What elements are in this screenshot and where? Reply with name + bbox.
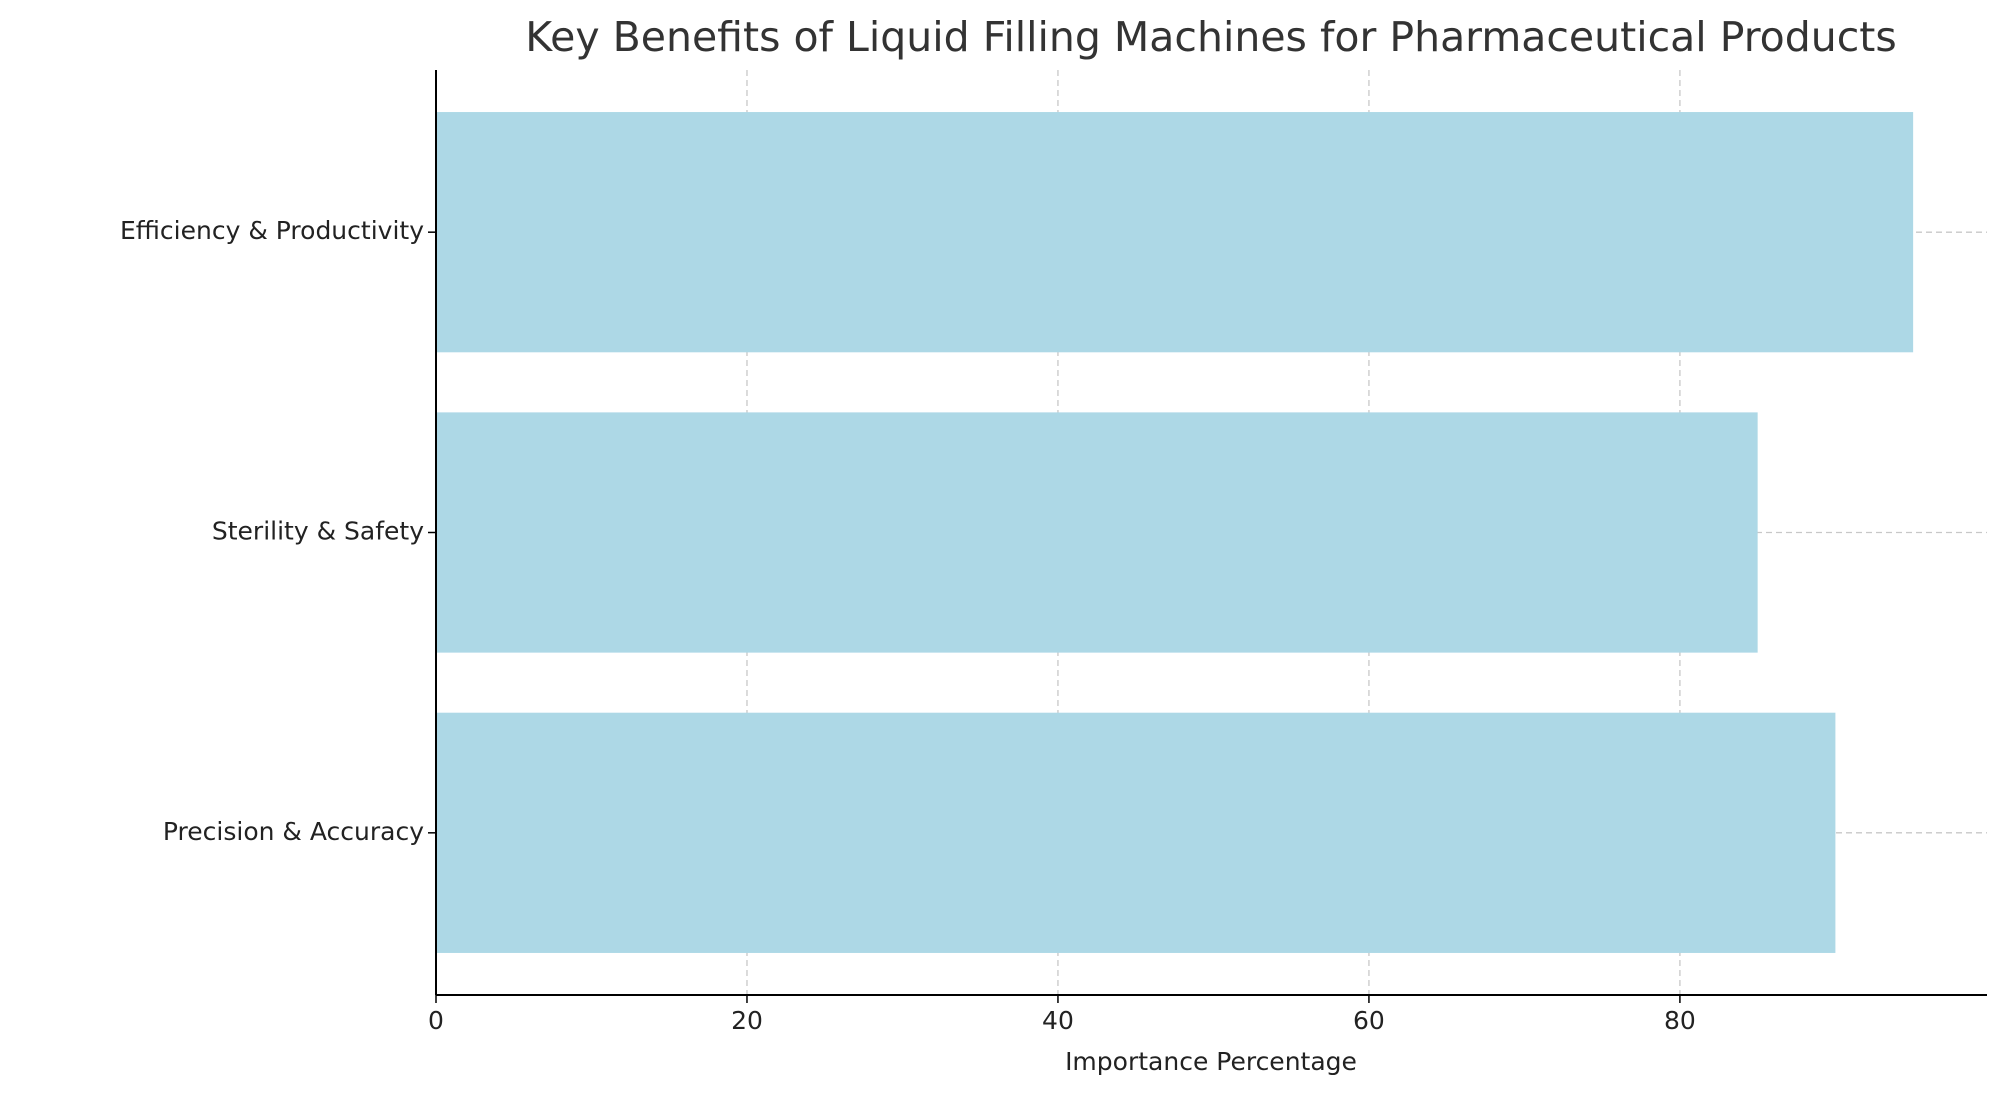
- x-tick-label: 0: [428, 1006, 444, 1035]
- chart-title: Key Benefits of Liquid Filling Machines …: [525, 13, 1896, 61]
- bars: [436, 112, 1914, 953]
- bar: [436, 112, 1914, 353]
- y-tick-label: Efficiency & Productivity: [120, 216, 424, 245]
- x-tick-label: 60: [1353, 1006, 1385, 1035]
- axes: [428, 70, 1987, 1003]
- bar: [436, 712, 1836, 953]
- x-tick-label: 20: [731, 1006, 763, 1035]
- x-tick-label: 40: [1042, 1006, 1074, 1035]
- y-tick-label: Precision & Accuracy: [163, 817, 424, 846]
- bar: [436, 412, 1758, 653]
- x-axis-label: Importance Percentage: [1065, 1047, 1357, 1076]
- x-tick-label: 80: [1664, 1006, 1696, 1035]
- y-tick-label: Sterility & Safety: [212, 517, 424, 546]
